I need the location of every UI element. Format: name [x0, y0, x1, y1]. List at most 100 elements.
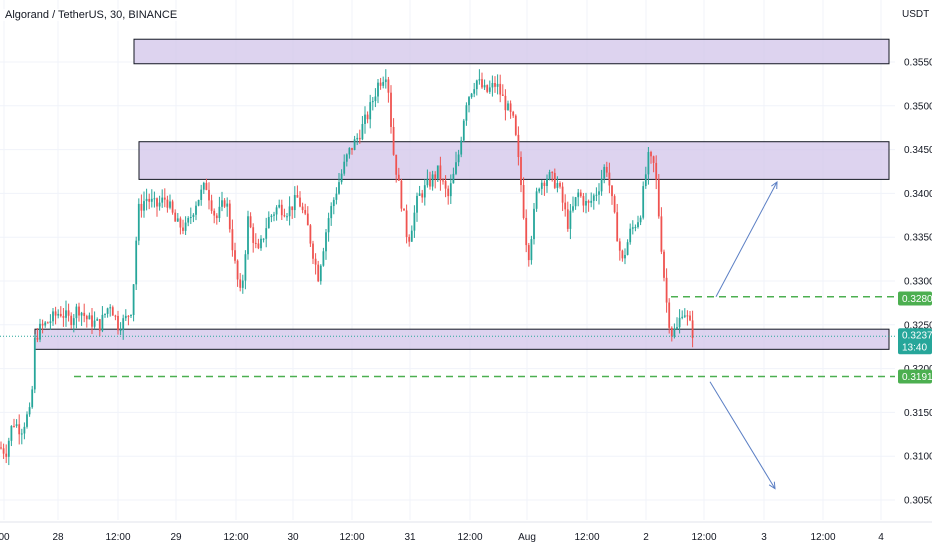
candle-body [228, 203, 231, 230]
candle-body [449, 183, 452, 197]
candle-body [499, 83, 502, 95]
candle-body [527, 245, 530, 261]
candle-body [247, 216, 249, 255]
candle-body [624, 254, 626, 259]
candle-body [215, 215, 218, 219]
candle-body [252, 227, 255, 243]
candle-body [546, 178, 548, 186]
candle-body [44, 322, 47, 326]
candle-body [163, 197, 166, 200]
candle-body [374, 96, 377, 102]
candle-body [340, 173, 343, 183]
candle-body [356, 137, 359, 140]
candle-body [530, 239, 533, 261]
candle-body [286, 216, 288, 218]
candle-body [670, 327, 673, 337]
candle-body [447, 188, 450, 197]
candle-body [501, 94, 504, 96]
candle-body [104, 313, 106, 315]
zone-resistance-top [133, 38, 890, 65]
price-tag-label: 0.3237 [902, 331, 932, 342]
candle-body [52, 311, 54, 322]
candle-body [338, 182, 340, 194]
time-tick-label: 4 [878, 532, 884, 543]
candle-body [130, 315, 132, 317]
candle-body [460, 140, 463, 155]
candle-body [348, 147, 351, 155]
candle-body [75, 306, 78, 319]
candle-body [192, 214, 195, 217]
candle-body [683, 315, 686, 317]
candle-body [522, 185, 525, 218]
candle-body [470, 93, 473, 98]
candle-body [312, 243, 314, 259]
time-tick-label: 12:00 [691, 532, 716, 543]
candle-body [582, 196, 585, 206]
candle-body [143, 201, 145, 211]
price-tick-label: 0.3500 [904, 101, 932, 112]
candle-body [631, 227, 634, 229]
candle-layer [0, 69, 694, 466]
candle-body [265, 228, 268, 239]
candle-body [179, 218, 182, 228]
candle-body [54, 311, 57, 316]
candle-body [473, 89, 476, 94]
candle-body [15, 424, 18, 426]
candle-body [442, 180, 444, 182]
candle-body [553, 172, 556, 188]
candle-body [122, 318, 125, 331]
candle-body [72, 318, 75, 326]
candle-body [408, 236, 411, 242]
candle-body [117, 315, 119, 331]
candle-body [676, 327, 678, 329]
candle-body [322, 251, 325, 266]
time-tick-label: 12:00 [105, 532, 130, 543]
candle-body [665, 277, 668, 303]
time-tick-label: 2 [643, 532, 649, 543]
candle-body [491, 83, 494, 88]
candle-body [397, 174, 400, 181]
candle-body [439, 165, 442, 181]
candle-body [93, 320, 96, 327]
bearish-projection-arrowhead [768, 481, 776, 490]
candle-body [205, 182, 208, 190]
candle-body [70, 315, 73, 326]
candle-body [600, 178, 603, 192]
price-tag-0-3237 [898, 328, 932, 355]
candle-body [410, 230, 413, 242]
candle-body [351, 147, 353, 151]
candle-body [387, 79, 390, 93]
zone-layer [34, 38, 890, 350]
candle-body [169, 201, 171, 208]
candle-body [668, 302, 671, 328]
candle-body [96, 319, 99, 321]
bullish-projection-arrowhead [771, 180, 778, 190]
candle-body [598, 191, 600, 195]
candle-body [590, 200, 593, 203]
candle-body [197, 199, 200, 206]
time-axis[interactable]: 00 28 12:00 29 12:00 30 12:00 31 12:00 Aug 12:00 2 1… [0, 521, 932, 543]
price-axis[interactable]: 0.3550 0.3500 0.3450 0.3400 0.3350 0.3300 0.32… [904, 58, 932, 507]
candle-body [65, 310, 67, 318]
candle-body [436, 165, 439, 179]
candle-body [195, 205, 197, 215]
candle-body [577, 192, 580, 198]
candle-body [236, 260, 239, 280]
candle-body [595, 194, 598, 196]
candle-body [0, 447, 2, 449]
candle-body [418, 193, 421, 196]
candle-body [218, 206, 221, 219]
candle-body [509, 103, 512, 112]
candle-body [533, 208, 535, 240]
candle-body [254, 242, 257, 244]
candle-body [384, 79, 387, 83]
price-tag-label: 0.3191 [902, 372, 932, 383]
candle-body [244, 254, 247, 281]
candle-body [299, 197, 301, 207]
candle-body [85, 316, 88, 320]
candle-body [31, 389, 34, 408]
candle-body [7, 440, 10, 457]
chart-grid [0, 0, 895, 520]
candle-body [644, 174, 647, 187]
